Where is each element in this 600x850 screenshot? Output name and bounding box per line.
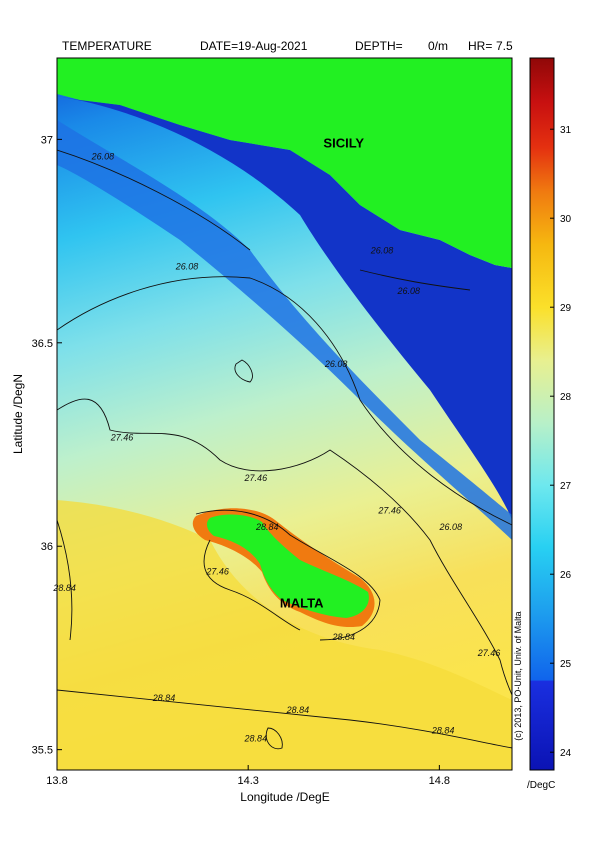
header-depth-label: DEPTH= bbox=[355, 39, 403, 53]
x-tick-label-0: 13.8 bbox=[46, 775, 67, 787]
contour-27-46-malta bbox=[203, 539, 301, 631]
y-ticks: 37 36.5 36 35.5 bbox=[32, 134, 62, 757]
cool-water-region bbox=[57, 120, 512, 540]
header-date-label: DATE= bbox=[200, 39, 238, 53]
sicily-landmass bbox=[57, 58, 512, 268]
colorbar-ticks: 24 25 26 27 28 29 30 31 bbox=[550, 125, 572, 759]
colorbar bbox=[529, 57, 555, 771]
contour-lines bbox=[57, 149, 512, 750]
contour-label-0: 26.08 bbox=[91, 152, 115, 162]
contour-label-2: 26.08 bbox=[324, 359, 348, 369]
warm-water-region bbox=[57, 500, 512, 770]
colorbar-tick-label-2: 26 bbox=[560, 570, 572, 581]
contour-label-14: 28.84 bbox=[152, 693, 176, 703]
contour-label-3: 26.08 bbox=[439, 522, 463, 532]
colorbar-tick-label-6: 30 bbox=[560, 214, 572, 225]
contour-label-6: 27.46 bbox=[110, 432, 134, 442]
contour-28-84-malta bbox=[195, 509, 381, 641]
colorbar-tick-label-7: 31 bbox=[560, 125, 572, 136]
contour-label-4: 26.08 bbox=[370, 245, 394, 255]
contour-label-9: 27.46 bbox=[205, 567, 229, 577]
contour-28-84-south bbox=[57, 689, 512, 749]
colorbar-tick-label-5: 29 bbox=[560, 303, 572, 314]
contour-label-1: 26.08 bbox=[175, 262, 199, 272]
y-tick-label-0: 37 bbox=[41, 134, 53, 146]
x-ticks: 13.8 14.3 14.8 bbox=[46, 765, 450, 787]
x-axis-label: Longitude /DegE bbox=[240, 790, 329, 804]
contour-27-46-main bbox=[57, 398, 512, 696]
contour-closed-loop bbox=[234, 359, 253, 383]
y-tick-label-2: 36 bbox=[41, 541, 53, 553]
contour-label-17: 28.84 bbox=[431, 725, 455, 735]
contour-label-12: 28.84 bbox=[52, 583, 76, 593]
header-date-value: 19-Aug-2021 bbox=[238, 39, 308, 53]
place-label-sicily: SICILY bbox=[323, 136, 364, 151]
contour-label-8: 27.46 bbox=[377, 506, 401, 516]
header-hr-value: 7.5 bbox=[496, 39, 513, 53]
cold-water-region bbox=[57, 96, 512, 520]
contour-label-13: 28.84 bbox=[331, 632, 355, 642]
map-area bbox=[57, 58, 512, 770]
contour-26-08-east bbox=[359, 269, 471, 291]
contour-label-10: 27.46 bbox=[477, 648, 501, 658]
header-depth-value: 0/m bbox=[428, 39, 448, 53]
x-tick-label-1: 14.3 bbox=[237, 775, 258, 787]
colorbar-tick-label-0: 24 bbox=[560, 748, 572, 759]
place-labels: SICILY MALTA bbox=[280, 136, 365, 611]
colorbar-tick-label-4: 28 bbox=[560, 392, 572, 403]
contour-label-15: 28.84 bbox=[286, 705, 310, 715]
copyright-text: (c) 2013, PO-Unit, Univ. of Malta bbox=[513, 611, 523, 740]
malta-landmass bbox=[206, 514, 369, 618]
contour-label-7: 27.46 bbox=[244, 473, 268, 483]
x-tick-label-2: 14.8 bbox=[429, 775, 450, 787]
contour-28-84-west bbox=[57, 519, 73, 641]
contour-28-84-south-loop bbox=[265, 727, 283, 750]
colorbar-tick-label-3: 27 bbox=[560, 481, 572, 492]
y-tick-label-1: 36.5 bbox=[32, 338, 53, 350]
place-label-malta: MALTA bbox=[280, 595, 324, 610]
plot-frame bbox=[56, 57, 513, 771]
contour-26-08-main bbox=[57, 276, 512, 526]
contour-labels: 26.08 26.08 26.08 26.08 26.08 26.08 27.46 27.46… bbox=[52, 152, 500, 744]
header-hr-label: HR= bbox=[468, 39, 492, 53]
contour-label-16: 28.84 bbox=[244, 734, 268, 744]
y-tick-label-3: 35.5 bbox=[32, 745, 53, 757]
contour-label-5: 26.08 bbox=[396, 286, 420, 296]
contour-label-11: 28.84 bbox=[255, 522, 279, 532]
colorbar-tick-label-1: 25 bbox=[560, 659, 572, 670]
header-variable: TEMPERATURE bbox=[62, 39, 152, 53]
contour-26-08-north bbox=[57, 149, 251, 251]
y-axis-label: Latitude /DegN bbox=[11, 374, 25, 454]
colorbar-unit: /DegC bbox=[527, 780, 555, 791]
